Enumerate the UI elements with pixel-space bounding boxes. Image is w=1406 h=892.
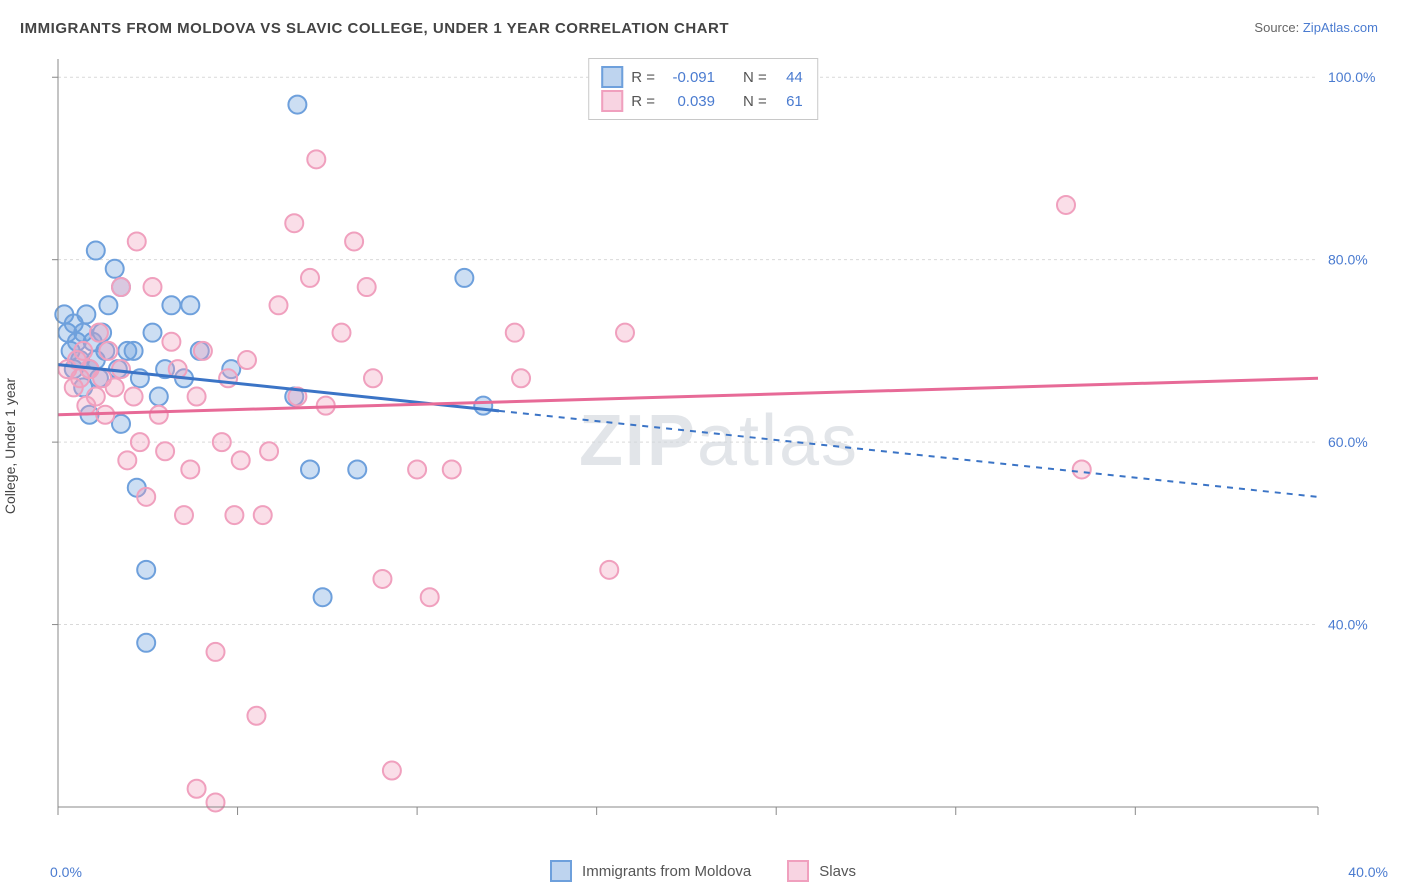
svg-text:100.0%: 100.0% — [1328, 69, 1375, 85]
data-point — [112, 278, 130, 296]
data-point — [175, 506, 193, 524]
data-point — [144, 278, 162, 296]
data-point — [314, 588, 332, 606]
data-point — [232, 451, 250, 469]
chart-title: IMMIGRANTS FROM MOLDOVA VS SLAVIC COLLEG… — [20, 20, 729, 37]
n-label: N = — [743, 69, 767, 86]
r-label: R = — [631, 93, 655, 110]
data-point — [137, 488, 155, 506]
svg-text:80.0%: 80.0% — [1328, 252, 1368, 268]
swatch-blue-icon — [601, 66, 623, 88]
data-point — [254, 506, 272, 524]
data-point — [90, 324, 108, 342]
stats-legend-box: R = -0.091 N = 44 R = 0.039 N = 61 — [588, 58, 818, 120]
data-point — [288, 96, 306, 114]
data-point — [333, 324, 351, 342]
legend-item-b: Slavs — [787, 860, 856, 882]
data-point — [128, 232, 146, 250]
y-axis-label: College, Under 1 year — [2, 378, 18, 514]
data-point — [162, 296, 180, 314]
data-point — [213, 433, 231, 451]
data-point — [225, 506, 243, 524]
swatch-pink-icon — [601, 90, 623, 112]
data-point — [364, 369, 382, 387]
data-point — [106, 378, 124, 396]
swatch-pink-icon — [787, 860, 809, 882]
data-point — [270, 296, 288, 314]
data-point — [207, 643, 225, 661]
data-point — [181, 296, 199, 314]
data-point — [285, 214, 303, 232]
data-point — [194, 342, 212, 360]
r-value-b: 0.039 — [663, 93, 715, 110]
data-point — [144, 324, 162, 342]
chart-svg: ZIPatlas 40.0% 60.0% 80.0% 100.0% — [50, 55, 1388, 837]
r-label: R = — [631, 69, 655, 86]
series-legend: Immigrants from Moldova Slavs — [0, 860, 1406, 882]
data-point — [348, 460, 366, 478]
swatch-blue-icon — [550, 860, 572, 882]
data-point — [188, 388, 206, 406]
data-point — [247, 707, 265, 725]
svg-text:60.0%: 60.0% — [1328, 434, 1368, 450]
data-point — [600, 561, 618, 579]
n-value-b: 61 — [775, 93, 803, 110]
data-point — [358, 278, 376, 296]
source-label: Source: — [1254, 20, 1299, 35]
data-point — [506, 324, 524, 342]
data-point — [616, 324, 634, 342]
watermark: ZIPatlas — [579, 401, 859, 481]
data-point — [238, 351, 256, 369]
data-point — [307, 150, 325, 168]
source-attribution: Source: ZipAtlas.com — [1254, 20, 1378, 35]
data-point — [156, 442, 174, 460]
data-point — [455, 269, 473, 287]
data-point — [137, 561, 155, 579]
data-point — [345, 232, 363, 250]
data-point — [162, 333, 180, 351]
data-point — [181, 460, 199, 478]
data-point — [383, 762, 401, 780]
data-point — [150, 406, 168, 424]
stats-legend-row-b: R = 0.039 N = 61 — [601, 89, 803, 113]
legend-label-b: Slavs — [819, 863, 856, 880]
data-point — [301, 460, 319, 478]
n-value-a: 44 — [775, 69, 803, 86]
source-link[interactable]: ZipAtlas.com — [1303, 20, 1378, 35]
data-point — [443, 460, 461, 478]
data-point — [207, 793, 225, 811]
data-point — [77, 305, 95, 323]
svg-text:40.0%: 40.0% — [1328, 617, 1368, 633]
data-point — [125, 388, 143, 406]
legend-item-a: Immigrants from Moldova — [550, 860, 751, 882]
data-point — [1057, 196, 1075, 214]
r-value-a: -0.091 — [663, 69, 715, 86]
data-point — [373, 570, 391, 588]
data-point — [260, 442, 278, 460]
data-point — [87, 388, 105, 406]
data-point — [131, 433, 149, 451]
data-point — [125, 342, 143, 360]
legend-label-a: Immigrants from Moldova — [582, 863, 751, 880]
n-label: N = — [743, 93, 767, 110]
chart-area: ZIPatlas 40.0% 60.0% 80.0% 100.0% — [50, 55, 1388, 837]
data-point — [188, 780, 206, 798]
data-point — [1073, 460, 1091, 478]
data-point — [118, 451, 136, 469]
data-point — [137, 634, 155, 652]
data-point — [74, 342, 92, 360]
data-point — [301, 269, 319, 287]
data-point — [87, 242, 105, 260]
data-point — [474, 397, 492, 415]
data-point — [150, 388, 168, 406]
data-point — [512, 369, 530, 387]
data-point — [408, 460, 426, 478]
data-point — [106, 260, 124, 278]
stats-legend-row-a: R = -0.091 N = 44 — [601, 65, 803, 89]
data-point — [421, 588, 439, 606]
data-point — [99, 342, 117, 360]
data-point — [99, 296, 117, 314]
